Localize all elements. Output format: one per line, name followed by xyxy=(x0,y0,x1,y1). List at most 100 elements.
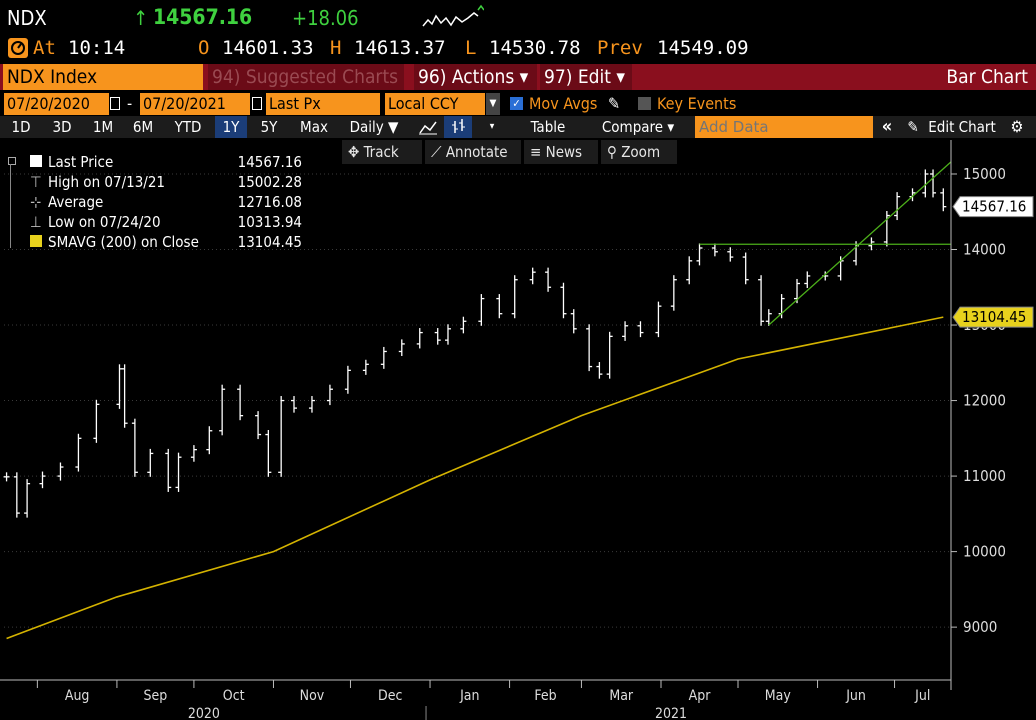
low-label: L xyxy=(465,37,477,59)
date-separator: - xyxy=(127,94,133,113)
news-button[interactable]: ≡ News xyxy=(524,140,598,164)
last-price-tag: 14567.16 xyxy=(962,198,1026,216)
mov-avgs-label[interactable]: Mov Avgs xyxy=(529,94,598,113)
x-tick-label: Jul xyxy=(914,688,930,704)
uptrend-line xyxy=(768,161,952,326)
legend-last-price: Last Price 14567.16 xyxy=(8,152,302,172)
crosshair-icon: ✥ xyxy=(348,143,360,161)
x-tick-label: Mar xyxy=(609,688,634,704)
period-ytd[interactable]: YTD xyxy=(174,118,202,136)
calendar-icon[interactable] xyxy=(110,97,120,110)
high-label: H xyxy=(330,37,342,59)
legend-label: Average xyxy=(48,193,104,211)
prev-label: Prev xyxy=(597,37,643,59)
zoom-button[interactable]: ⚲ Zoom xyxy=(601,140,677,164)
legend-sma: SMAVG (200) on Close 13104.45 xyxy=(8,232,302,252)
period-3d[interactable]: 3D xyxy=(52,118,72,136)
collapse-button[interactable]: « xyxy=(881,116,893,137)
x-axis: Aug Sep Oct Nov Dec Jan Feb Mar Apr May Jun Jul 2020… xyxy=(36,680,930,720)
x-tick-label: Nov xyxy=(300,688,325,704)
x-tick-label: Feb xyxy=(534,688,556,704)
live-clock-icon xyxy=(8,38,28,58)
start-date-field[interactable]: 07/20/2020 xyxy=(4,93,109,115)
compare-button[interactable]: Compare ▾ xyxy=(601,118,675,136)
chevron-down-icon[interactable]: ▼ xyxy=(486,93,500,115)
x-tick-label: Jun xyxy=(845,688,866,704)
y-tick-label: 12000 xyxy=(963,392,1006,410)
zoom-label: Zoom xyxy=(621,143,661,161)
end-date-field[interactable]: 07/20/2021 xyxy=(140,93,250,115)
legend-high: ⊤ High on 07/13/21 15002.28 xyxy=(8,172,302,192)
x-tick-label: Oct xyxy=(223,688,245,704)
menu-bar: NDX Index 94) Suggested Charts 96) Actio… xyxy=(0,64,1036,90)
quote-time: 10:14 xyxy=(68,37,126,59)
line-chart-icon[interactable] xyxy=(414,116,442,138)
mov-avgs-checkbox[interactable]: ✓ xyxy=(510,97,523,110)
currency-select[interactable]: Local CCY xyxy=(385,93,485,115)
y-tick-label: 15000 xyxy=(963,165,1006,183)
up-arrow-icon: ↑ xyxy=(133,6,149,30)
period-1y[interactable]: 1Y xyxy=(215,116,247,138)
ticker-bar: NDX ↑ 14567.16 +18.06 xyxy=(0,0,1036,34)
actions-menu[interactable]: 96) Actions ▾ xyxy=(414,64,537,90)
legend-label: High on 07/13/21 xyxy=(48,173,166,191)
y-tick-label: 10000 xyxy=(963,543,1006,561)
y-tick-label: 9000 xyxy=(963,618,997,636)
year-label: 2021 xyxy=(655,706,687,720)
period-5y[interactable]: 5Y xyxy=(260,118,278,136)
price-chart[interactable]: 9000100001100012000130001400015000 AugSe… xyxy=(0,140,1036,720)
magnifier-icon: ⚲ xyxy=(607,143,617,161)
table-button[interactable]: Table xyxy=(530,118,566,136)
key-events-label[interactable]: Key Events xyxy=(657,94,737,113)
period-1d[interactable]: 1D xyxy=(11,118,31,136)
suggested-charts-button[interactable]: 94) Suggested Charts xyxy=(208,64,404,90)
news-icon: ≡ xyxy=(530,143,542,161)
track-label: Track xyxy=(363,143,399,161)
track-button[interactable]: ✥ Track xyxy=(342,140,422,164)
last-price: 14567.16 xyxy=(153,5,253,29)
edit-chart-button[interactable]: Edit Chart xyxy=(928,118,996,136)
legend-label: SMAVG (200) on Close xyxy=(48,233,199,251)
sparkline-icon xyxy=(422,4,484,27)
pencil-icon[interactable]: ✎ xyxy=(608,94,621,113)
ticker-symbol: NDX xyxy=(7,6,47,30)
chart-legend[interactable]: Last Price 14567.16 ⊤ High on 07/13/21 1… xyxy=(8,152,302,256)
white-square-icon xyxy=(30,155,42,167)
y-tick-label: 11000 xyxy=(963,467,1006,485)
field-select[interactable]: Last Px xyxy=(266,93,380,115)
x-tick-label: Jan xyxy=(459,688,479,704)
edit-menu[interactable]: 97) Edit ▾ xyxy=(540,64,632,90)
period-1m[interactable]: 1M xyxy=(92,118,114,136)
collapse-legend-icon[interactable] xyxy=(8,157,16,165)
legend-average: ⊹ Average 12716.08 xyxy=(8,192,302,212)
security-field[interactable]: NDX Index xyxy=(3,64,203,90)
legend-tree-line xyxy=(10,164,11,248)
calendar-icon[interactable] xyxy=(252,97,262,110)
trend-lines xyxy=(699,161,952,326)
x-tick-label: Dec xyxy=(378,688,402,704)
average-marker-icon: ⊹ xyxy=(30,193,42,211)
gear-icon[interactable]: ⚙ xyxy=(1010,117,1024,136)
frequency-select[interactable]: Daily ▼ xyxy=(349,118,399,136)
y-tick-label: 14000 xyxy=(963,241,1006,259)
add-data-input[interactable] xyxy=(695,116,873,138)
quote-bar: At 10:14 O 14601.33 H 14613.37 L 14530.7… xyxy=(0,36,1036,62)
pencil-icon[interactable]: ✎ xyxy=(907,118,919,136)
legend-label: Last Price xyxy=(48,153,114,171)
high-value: 14613.37 xyxy=(354,37,446,59)
x-tick-label: Apr xyxy=(689,688,712,704)
low-marker-icon: ⊥ xyxy=(30,213,42,231)
period-max[interactable]: Max xyxy=(300,118,328,136)
price-change: +18.06 xyxy=(292,6,359,30)
annotate-button[interactable]: ⟋ Annotate xyxy=(425,140,521,164)
period-toolbar: 1D 3D 1M 6M YTD 1Y 5Y Max Daily ▼ ▾ Tabl… xyxy=(0,116,1036,138)
bar-chart-icon[interactable] xyxy=(444,116,472,138)
period-6m[interactable]: 6M xyxy=(132,118,154,136)
chart-style-dropdown-icon[interactable]: ▾ xyxy=(489,121,495,132)
annotate-label: Annotate xyxy=(445,143,508,161)
high-marker-icon: ⊤ xyxy=(30,173,42,191)
sma-200-line xyxy=(6,316,944,640)
key-events-checkbox[interactable] xyxy=(638,97,651,110)
settings-bar: 07/20/2020 - 07/20/2021 Last Px Local CC… xyxy=(0,93,1036,115)
low-value: 14530.78 xyxy=(489,37,581,59)
